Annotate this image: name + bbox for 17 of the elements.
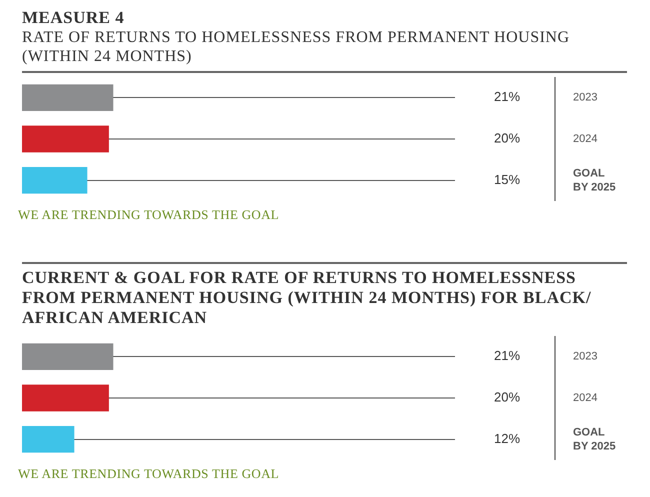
y-tick-label: 2024 [573, 133, 598, 146]
data-label: 21% [494, 348, 520, 364]
data-label: 20% [494, 390, 520, 405]
chart-title: MEASURE 4 [22, 8, 126, 28]
chart-title: CURRENT & GOAL FOR RATE OF RETURNS TO HOMELESSNESS FROM PERMANENT HOUSING (WITHIN 24 MONTHS) FOR BLACK/ AFRICAN AMERICAN [22, 268, 592, 329]
text: WE ARE TRENDING TOWARDS THE GOAL [18, 466, 280, 482]
data-label: 12% [494, 430, 520, 446]
data-label: 15% [494, 172, 520, 187]
y-tick-label: 2024 [573, 392, 598, 404]
data-label: 21% [494, 89, 520, 104]
y-tick-label: 2023 [573, 92, 598, 104]
y-tick-label: 2023 [573, 350, 598, 363]
text: WE ARE TRENDING TOWARDS THE GOAL [18, 207, 280, 223]
y-tick-label: GOAL BY 2025 [573, 426, 616, 452]
chart-subtitle: RATE OF RETURNS TO HOMELESSNESS FROM PERMANENT HOUSING (WITHIN 24 MONTHS) [22, 28, 627, 73]
y-tick-label: GOAL BY 2025 [573, 167, 616, 194]
data-label: 20% [494, 130, 520, 146]
